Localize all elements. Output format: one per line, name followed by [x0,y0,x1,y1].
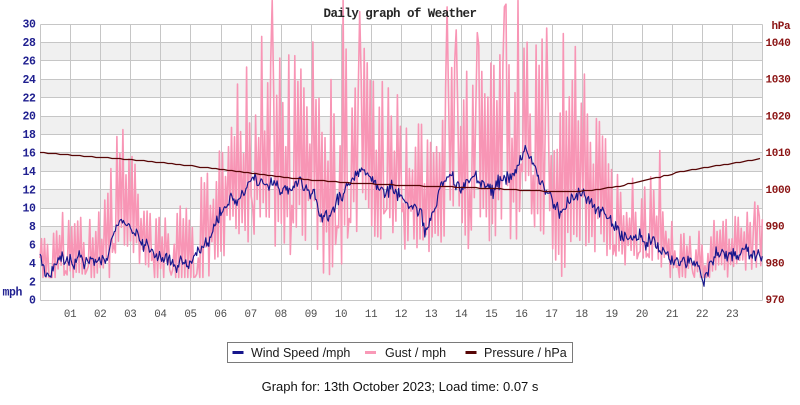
svg-text:09: 09 [305,309,317,321]
svg-text:19: 19 [606,309,618,321]
svg-text:24: 24 [22,74,36,87]
svg-text:13: 13 [425,309,437,321]
svg-text:02: 02 [94,309,106,321]
svg-text:17: 17 [545,309,557,321]
svg-text:14: 14 [22,166,36,179]
svg-text:11: 11 [365,309,377,321]
svg-text:Wind Speed /mph: Wind Speed /mph [251,346,350,360]
svg-text:06: 06 [214,309,226,321]
svg-text:28: 28 [22,37,36,50]
svg-text:970: 970 [766,295,785,307]
svg-text:980: 980 [766,258,785,270]
svg-text:Graph for: 13th October 2023;: Graph for: 13th October 2023; Load time:… [262,379,539,394]
svg-text:10: 10 [22,203,36,216]
svg-text:0: 0 [29,295,36,308]
svg-text:07: 07 [245,309,257,321]
svg-text:6: 6 [29,240,36,253]
svg-text:990: 990 [766,222,785,234]
svg-text:01: 01 [64,309,76,321]
svg-text:1020: 1020 [766,112,791,124]
svg-text:16: 16 [515,309,527,321]
svg-text:03: 03 [124,309,136,321]
svg-text:Pressure / hPa: Pressure / hPa [484,346,567,360]
svg-text:8: 8 [29,221,36,234]
svg-text:10: 10 [335,309,347,321]
svg-text:Gust / mph: Gust / mph [385,346,446,360]
svg-text:16: 16 [22,148,36,161]
svg-text:26: 26 [22,56,36,69]
svg-text:mph: mph [3,287,23,300]
svg-text:05: 05 [184,309,196,321]
svg-text:1030: 1030 [766,75,791,87]
svg-text:22: 22 [22,92,36,105]
svg-text:4: 4 [29,258,36,271]
svg-text:2: 2 [29,276,36,289]
svg-text:21: 21 [666,309,678,321]
svg-text:14: 14 [455,309,467,321]
svg-text:18: 18 [576,309,588,321]
svg-text:hPa: hPa [772,21,792,33]
svg-text:12: 12 [22,184,36,197]
svg-text:Daily graph of Weather: Daily graph of Weather [324,7,477,21]
svg-text:23: 23 [726,309,738,321]
svg-text:18: 18 [22,129,36,142]
svg-text:08: 08 [275,309,287,321]
svg-text:1040: 1040 [766,38,791,50]
svg-text:1000: 1000 [766,185,791,197]
svg-text:22: 22 [696,309,708,321]
svg-text:20: 20 [22,111,36,124]
svg-text:20: 20 [636,309,648,321]
svg-text:15: 15 [485,309,497,321]
svg-text:1010: 1010 [766,148,791,160]
svg-text:30: 30 [22,19,36,32]
svg-text:12: 12 [395,309,407,321]
svg-text:04: 04 [154,309,166,321]
